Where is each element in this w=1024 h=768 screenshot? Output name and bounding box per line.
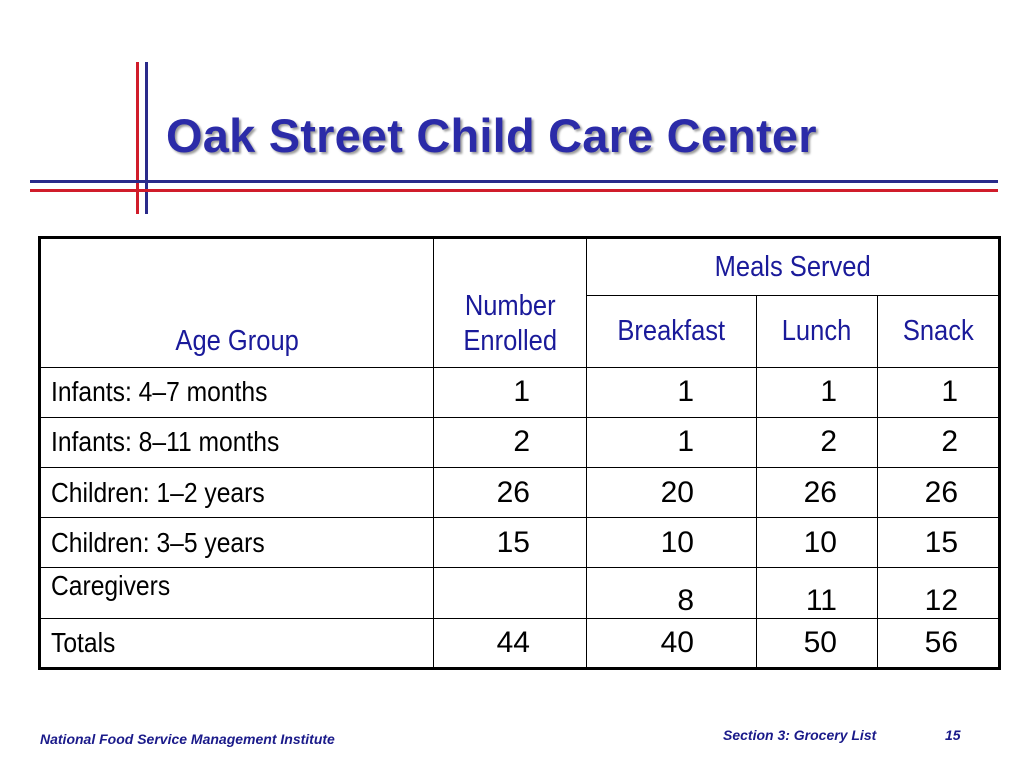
row-label-text: Infants: 4–7 months xyxy=(51,376,268,408)
header-row-top: Age Group Number Enrolled Meals Served xyxy=(39,236,1001,368)
cell-snack-value: 56 xyxy=(924,625,959,659)
cell-breakfast-value: 10 xyxy=(660,525,694,559)
cell-snack: 15 xyxy=(876,517,1001,569)
header-meals-served-label: Meals Served xyxy=(714,250,871,283)
row-label-text: Children: 1–2 years xyxy=(51,476,265,508)
cell-breakfast: 40 xyxy=(586,617,757,670)
cell-snack-value: 2 xyxy=(941,425,959,459)
cell-enrolled-value: 1 xyxy=(513,375,530,409)
header-meals-served: Meals Served xyxy=(585,236,1001,297)
footer-section: Section 3: Grocery List xyxy=(723,727,877,743)
header-number-line1: Number xyxy=(464,290,556,322)
cell-enrolled: 2 xyxy=(433,416,587,469)
row-label: Totals xyxy=(39,617,434,670)
cell-enrolled: 44 xyxy=(433,617,587,670)
cell-snack: 1 xyxy=(876,366,1001,418)
header-snack-label: Snack xyxy=(902,315,974,348)
header-breakfast: Breakfast xyxy=(586,295,757,368)
cell-lunch-value: 11 xyxy=(805,583,837,617)
cell-breakfast-value: 40 xyxy=(660,625,694,659)
cell-enrolled: 1 xyxy=(433,366,587,418)
cell-breakfast-value: 8 xyxy=(677,583,694,617)
table-row-totals: Totals 44 40 50 56 xyxy=(39,617,1001,670)
cell-snack: 2 xyxy=(876,416,1001,469)
cell-lunch-value: 1 xyxy=(820,375,837,409)
cell-lunch: 11 xyxy=(756,567,878,619)
slide-title: Oak Street Child Care Center xyxy=(166,109,817,162)
row-label-text: Children: 3–5 years xyxy=(51,526,265,558)
cell-lunch: 1 xyxy=(756,366,878,418)
cell-lunch-value: 10 xyxy=(803,525,837,559)
cell-breakfast: 1 xyxy=(586,416,757,469)
table-row: Infants: 8–11 months 2 1 2 2 xyxy=(39,416,1001,469)
cell-lunch: 2 xyxy=(756,416,878,469)
cell-enrolled: 15 xyxy=(433,517,587,569)
header-number-line2: Enrolled xyxy=(463,324,557,357)
footer-page-number: 15 xyxy=(945,727,961,743)
cell-enrolled-value: 2 xyxy=(513,425,530,459)
header-row-sub: Breakfast Lunch Snack xyxy=(40,295,1001,368)
cell-snack-value: 26 xyxy=(924,475,959,509)
decorative-horizontal-rule-red xyxy=(30,189,998,192)
decorative-vertical-rule-navy xyxy=(145,62,148,214)
decorative-horizontal-rule-navy xyxy=(30,180,998,183)
cell-enrolled-value: 15 xyxy=(496,525,530,559)
cell-breakfast: 1 xyxy=(586,366,757,418)
row-label: Infants: 4–7 months xyxy=(39,366,434,418)
cell-snack: 12 xyxy=(876,567,1001,619)
cell-breakfast-value: 20 xyxy=(660,475,694,509)
cell-enrolled: 26 xyxy=(433,467,587,519)
header-age-group: Age Group xyxy=(39,237,434,368)
header-age-group-label: Age Group xyxy=(175,324,299,357)
cell-snack-value: 12 xyxy=(924,583,959,617)
cell-breakfast: 8 xyxy=(586,567,757,619)
header-snack: Snack xyxy=(876,295,1001,368)
table-row: Infants: 4–7 months 1 1 1 1 xyxy=(39,366,1001,418)
table-row: Caregivers 8 11 12 xyxy=(39,567,1001,619)
header-breakfast-label: Breakfast xyxy=(617,315,726,348)
cell-lunch-value: 2 xyxy=(820,425,837,459)
header-lunch: Lunch xyxy=(756,295,878,368)
cell-lunch-value: 50 xyxy=(803,625,837,659)
decorative-vertical-rule-red xyxy=(136,62,139,214)
cell-breakfast-value: 1 xyxy=(677,375,694,409)
cell-breakfast-value: 1 xyxy=(677,425,694,459)
row-label-text: Totals xyxy=(51,626,116,658)
header-number-enrolled: Number Enrolled xyxy=(433,237,587,368)
table-row: Children: 1–2 years 26 20 26 26 xyxy=(39,467,1001,519)
cell-lunch-value: 26 xyxy=(803,475,837,509)
cell-snack-value: 15 xyxy=(924,525,959,559)
cell-snack: 26 xyxy=(876,467,1001,519)
header-number-enrolled-label: Number Enrolled xyxy=(463,289,557,359)
cell-enrolled xyxy=(433,567,587,619)
row-label-text: Infants: 8–11 months xyxy=(51,426,280,458)
cell-breakfast: 10 xyxy=(586,517,757,569)
row-label: Children: 3–5 years xyxy=(39,517,434,569)
cell-snack: 56 xyxy=(876,617,1001,670)
footer-institute: National Food Service Management Institu… xyxy=(40,731,335,747)
meals-table: Age Group Number Enrolled Meals Served B… xyxy=(38,236,1002,670)
cell-enrolled-value: 26 xyxy=(496,475,530,509)
cell-snack-value: 1 xyxy=(941,375,959,409)
cell-lunch: 10 xyxy=(756,517,878,569)
cell-lunch: 26 xyxy=(756,467,878,519)
row-label: Caregivers xyxy=(39,567,434,619)
row-label: Infants: 8–11 months xyxy=(39,416,434,469)
cell-enrolled-value: 44 xyxy=(496,625,530,659)
cell-breakfast: 20 xyxy=(586,467,757,519)
row-label-text: Caregivers xyxy=(51,570,171,602)
header-lunch-label: Lunch xyxy=(782,315,852,348)
cell-lunch: 50 xyxy=(756,617,878,670)
table-row: Children: 3–5 years 15 10 10 15 xyxy=(39,517,1001,569)
row-label: Children: 1–2 years xyxy=(39,467,434,519)
